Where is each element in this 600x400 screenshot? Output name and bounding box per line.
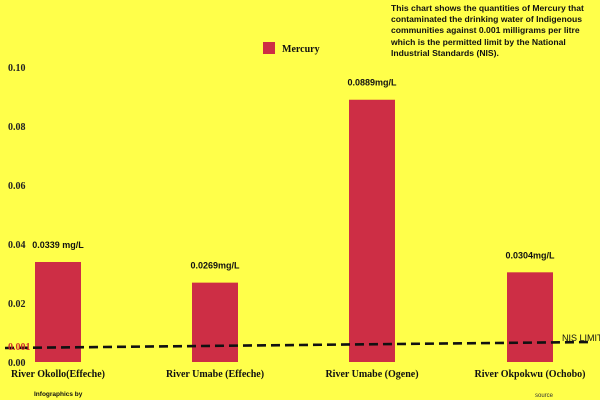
y-tick-label: 0.10 [8, 63, 26, 74]
x-category-label: River Umabe (Ogene) [325, 369, 418, 380]
y-tick-label: 0.00 [8, 358, 26, 369]
bar-data-label: 0.0269mg/L [190, 261, 240, 271]
legend-label: Mercury [282, 44, 320, 55]
footer-source: source [535, 393, 554, 399]
nis-limit-line [4, 340, 593, 350]
chart-description: This chart shows the quantities of Mercu… [391, 3, 584, 58]
bar-data-label: 0.0304mg/L [505, 250, 555, 260]
x-category-label: River Umabe (Effeche) [166, 369, 264, 380]
y-tick-label: 0.04 [8, 240, 26, 251]
x-category-label: River Okollo(Effeche) [11, 369, 105, 380]
bar [35, 261, 81, 362]
bar-data-label: 0.0339 mg/L [32, 240, 84, 250]
limit-tick-label: 0.001 [8, 342, 31, 353]
bar [349, 99, 395, 363]
x-category-label: River Okpokwu (Ochobo) [475, 369, 586, 380]
y-tick-label: 0.02 [8, 299, 26, 310]
limit-label: NIS LIMIT [562, 333, 600, 343]
bar-data-label: 0.0889mg/L [347, 78, 397, 88]
legend-swatch [263, 42, 275, 54]
bar [192, 282, 238, 362]
y-tick-label: 0.08 [8, 122, 26, 133]
y-tick-label: 0.06 [8, 181, 26, 192]
footer-credit: Infographics by [34, 391, 83, 398]
bar [507, 272, 553, 362]
